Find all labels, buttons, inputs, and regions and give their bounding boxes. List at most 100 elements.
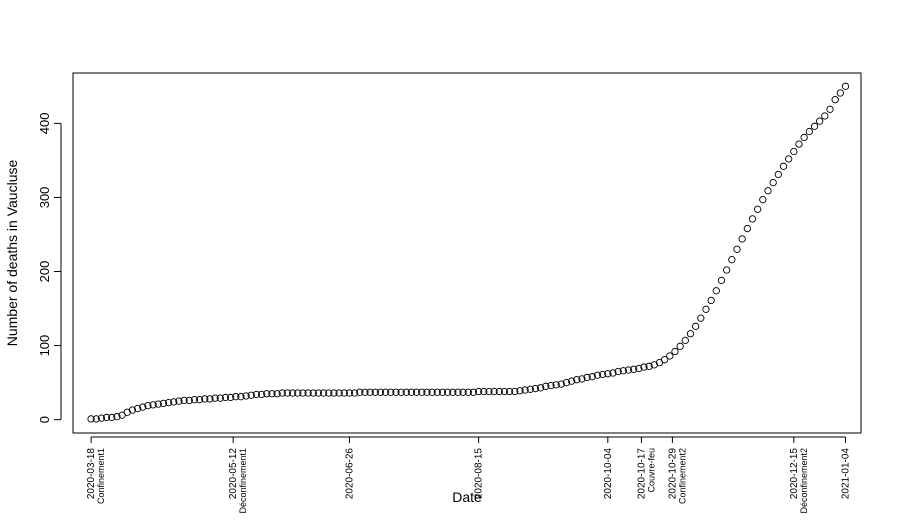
x-tick-label: 2020-03-18 xyxy=(86,448,97,500)
data-point xyxy=(614,367,622,376)
data-point xyxy=(666,352,674,360)
data-point xyxy=(319,389,328,397)
data-point xyxy=(785,155,793,163)
data-point xyxy=(717,276,726,285)
data-point xyxy=(604,370,612,378)
y-tick-label: 0 xyxy=(37,416,52,423)
data-point xyxy=(464,388,472,396)
data-point xyxy=(87,415,95,423)
data-point xyxy=(288,389,297,397)
data-point xyxy=(304,389,312,397)
data-point xyxy=(392,388,400,396)
x-event-label: Confinement1 xyxy=(96,448,106,504)
data-point xyxy=(728,256,736,264)
data-point xyxy=(195,396,204,404)
data-point xyxy=(309,389,317,397)
data-point xyxy=(211,394,219,402)
data-point xyxy=(154,400,162,408)
data-point xyxy=(97,414,106,422)
data-point xyxy=(754,205,762,213)
data-point xyxy=(314,389,323,397)
data-point xyxy=(733,245,741,253)
x-tick-label: 2020-10-29 xyxy=(667,448,678,500)
data-point xyxy=(335,389,343,397)
data-point xyxy=(490,387,498,396)
data-point xyxy=(764,187,772,195)
data-point xyxy=(273,390,281,398)
data-point xyxy=(252,390,261,399)
data-point xyxy=(206,395,214,403)
data-point xyxy=(397,388,405,396)
data-point xyxy=(759,196,767,204)
plot-frame xyxy=(72,72,862,434)
data-point xyxy=(387,388,395,396)
data-point xyxy=(139,403,147,411)
x-axis-label: Date xyxy=(452,489,482,505)
data-point xyxy=(159,399,168,408)
x-event-label: Déconfinement2 xyxy=(799,448,809,514)
data-point xyxy=(635,364,643,373)
data-point xyxy=(821,112,829,120)
data-point xyxy=(629,365,638,373)
data-point xyxy=(831,96,839,104)
data-point xyxy=(128,406,137,414)
data-point xyxy=(247,391,255,399)
y-tick-label: 100 xyxy=(37,335,52,357)
data-point xyxy=(697,314,705,322)
data-point xyxy=(810,122,819,130)
data-point xyxy=(660,356,669,364)
data-point xyxy=(102,413,111,422)
data-point xyxy=(443,388,452,396)
data-point xyxy=(201,395,209,403)
data-point xyxy=(536,384,545,392)
x-tick-label: 2020-10-04 xyxy=(603,448,614,500)
data-point xyxy=(418,388,426,396)
data-point xyxy=(170,398,178,406)
data-point xyxy=(800,133,808,142)
data-point xyxy=(402,388,410,396)
data-point xyxy=(645,362,653,370)
data-point xyxy=(562,378,571,387)
data-point xyxy=(671,347,679,356)
data-point xyxy=(480,387,488,396)
data-point xyxy=(712,287,720,295)
data-point xyxy=(516,387,524,395)
data-point xyxy=(144,401,152,410)
y-tick-label: 300 xyxy=(37,187,52,209)
x-tick-label: 2020-06-26 xyxy=(344,448,355,500)
data-point xyxy=(438,388,447,396)
data-point xyxy=(376,388,385,396)
data-point xyxy=(790,147,798,156)
data-point xyxy=(221,393,230,402)
data-point xyxy=(294,389,302,397)
data-point xyxy=(805,127,813,136)
data-point xyxy=(407,388,416,396)
data-point xyxy=(588,373,596,381)
data-point xyxy=(707,296,715,305)
data-point xyxy=(433,388,441,396)
data-point xyxy=(345,389,354,397)
data-point xyxy=(92,415,100,423)
data-point xyxy=(283,389,292,397)
data-point xyxy=(826,105,834,113)
data-point xyxy=(676,342,684,350)
data-point xyxy=(325,389,333,397)
data-point xyxy=(232,393,240,401)
data-point xyxy=(412,388,421,396)
data-point xyxy=(263,390,271,398)
data-point xyxy=(361,388,369,396)
data-point xyxy=(567,377,576,385)
data-point xyxy=(113,413,121,421)
x-tick-label: 2020-05-12 xyxy=(228,448,239,500)
data-point xyxy=(795,140,803,148)
y-tick-label: 400 xyxy=(37,113,52,135)
data-point xyxy=(531,384,540,393)
data-point xyxy=(226,393,235,402)
data-point xyxy=(573,376,581,384)
data-point xyxy=(557,380,565,388)
data-point xyxy=(268,390,276,398)
data-point xyxy=(547,381,555,390)
data-point xyxy=(743,224,751,233)
data-point xyxy=(242,392,250,400)
